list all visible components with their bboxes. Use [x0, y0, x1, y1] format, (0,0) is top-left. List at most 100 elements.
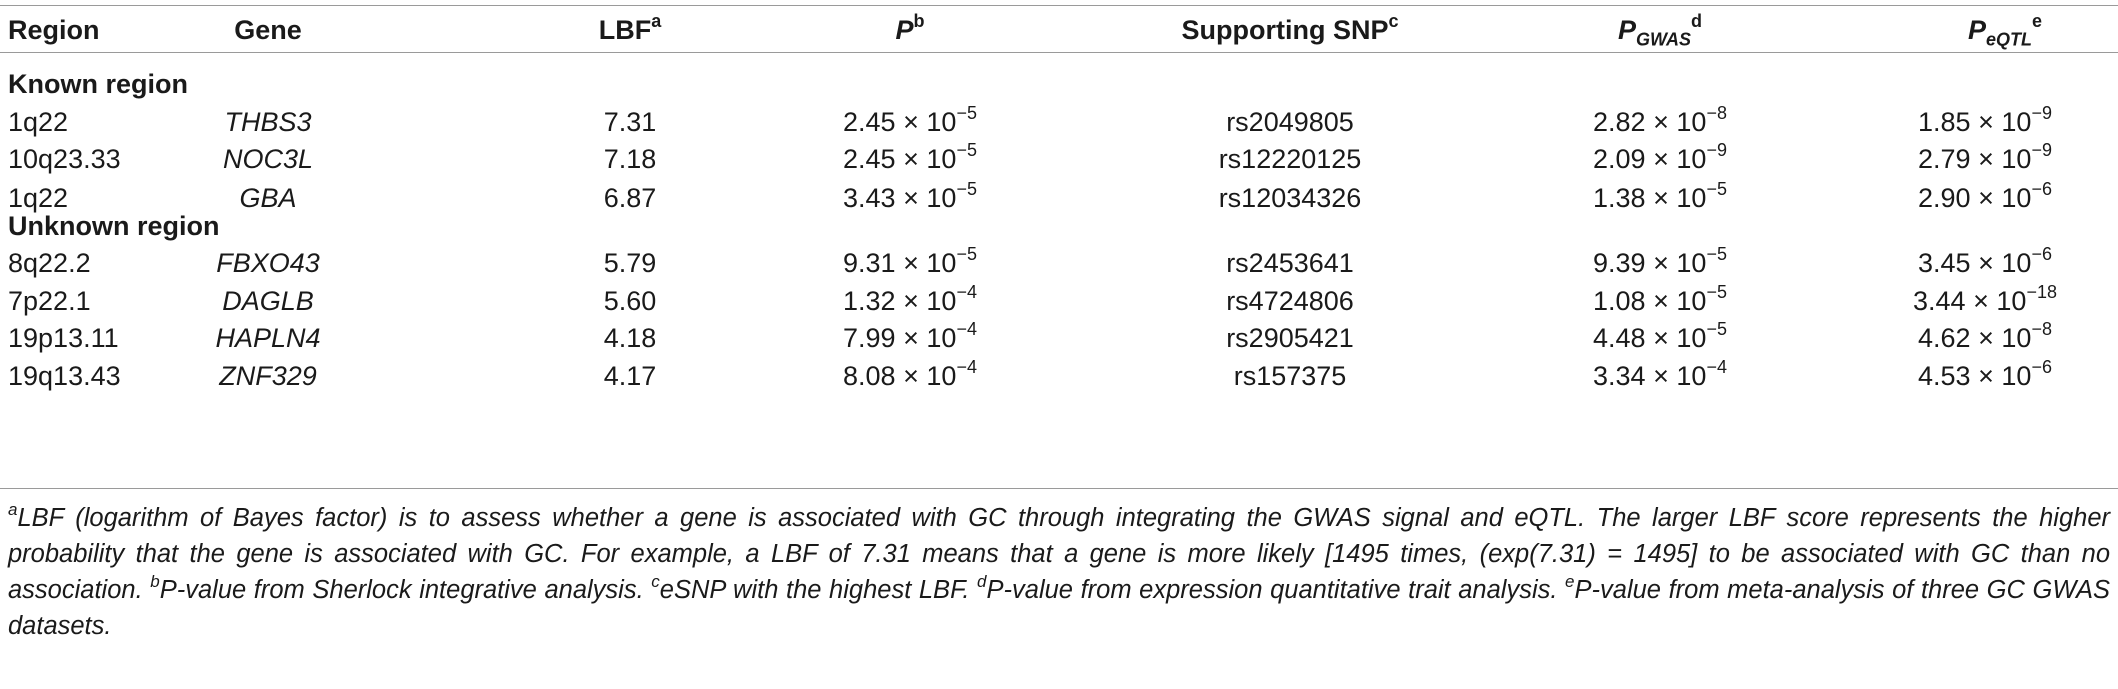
- pgwas-cell: 2.09 × 10−9: [1530, 139, 1790, 179]
- peqtl-cell-mantissa: 4.62: [1918, 323, 1971, 353]
- p-cell-exponent: −5: [956, 103, 977, 123]
- peqtl-cell-exponent: −9: [2031, 103, 2052, 123]
- p-cell-mantissa: 8.08: [843, 361, 896, 391]
- pgwas-cell-mantissa: 2.09: [1593, 144, 1646, 174]
- region-cell: 1q22: [8, 107, 69, 137]
- pgwas-cell: 1.08 × 10−5: [1530, 281, 1790, 321]
- pgwas-cell-exponent: −9: [1706, 140, 1727, 160]
- lbf-cell: 7.18: [603, 144, 657, 174]
- bottom-rule: [0, 488, 2118, 489]
- base-ten: 10: [926, 107, 957, 137]
- p-cell: 9.31 × 10−5: [780, 243, 1040, 283]
- region-cell: 19q13.43: [8, 361, 121, 391]
- peqtl-cell: 3.44 × 10−18: [1855, 281, 2115, 321]
- pgwas-cell-mantissa: 1.38: [1593, 183, 1646, 213]
- lbf-cell: 5.79: [603, 248, 657, 278]
- peqtl-cell-exponent: −9: [2031, 140, 2052, 160]
- peqtl-cell-exponent: −6: [2031, 179, 2052, 199]
- lbf-cell: 6.87: [603, 183, 657, 213]
- table-row: 1q22 GBA 6.87 3.43 × 10−5 rs12034326 1.38 × 1…: [0, 178, 2118, 218]
- p-cell-exponent: −4: [956, 282, 977, 302]
- p-cell-exponent: −4: [956, 319, 977, 339]
- times-symbol: ×: [903, 107, 919, 137]
- table-footnote: aLBF (logarithm of Bayes factor) is to a…: [8, 499, 2110, 641]
- section-header-row: Known region: [0, 64, 2118, 104]
- pgwas-cell: 4.48 × 10−5: [1530, 318, 1790, 358]
- times-symbol: ×: [903, 323, 919, 353]
- pgwas-cell: 1.38 × 10−5: [1530, 178, 1790, 218]
- p-cell-mantissa: 3.43: [843, 183, 896, 213]
- peqtl-cell: 2.90 × 10−6: [1855, 178, 2115, 218]
- header-gene: Gene: [234, 15, 302, 45]
- peqtl-cell-exponent: −6: [2031, 244, 2052, 264]
- pgwas-cell-exponent: −5: [1706, 179, 1727, 199]
- base-ten: 10: [1676, 361, 1707, 391]
- gene-cell: HAPLN4: [215, 323, 321, 353]
- peqtl-cell: 2.79 × 10−9: [1855, 139, 2115, 179]
- pgwas-cell-mantissa: 1.08: [1593, 286, 1646, 316]
- p-cell-mantissa: 2.45: [843, 107, 896, 137]
- peqtl-cell-exponent: −6: [2031, 357, 2052, 377]
- lbf-cell: 5.60: [603, 286, 657, 316]
- p-cell: 2.45 × 10−5: [780, 139, 1040, 179]
- section-header-row: Unknown region: [0, 206, 2118, 246]
- pgwas-cell: 3.34 × 10−4: [1530, 356, 1790, 396]
- section-title: Known region: [8, 69, 188, 99]
- p-cell-exponent: −5: [956, 179, 977, 199]
- pgwas-cell-exponent: −5: [1706, 244, 1727, 264]
- base-ten: 10: [926, 361, 957, 391]
- times-symbol: ×: [1653, 286, 1669, 316]
- peqtl-cell-mantissa: 3.44: [1913, 286, 1966, 316]
- base-ten: 10: [2001, 107, 2032, 137]
- p-cell-exponent: −5: [956, 244, 977, 264]
- base-ten: 10: [1676, 107, 1707, 137]
- gene-cell: DAGLB: [222, 286, 314, 316]
- pgwas-cell-exponent: −5: [1706, 282, 1727, 302]
- pgwas-cell-mantissa: 3.34: [1593, 361, 1646, 391]
- p-cell: 1.32 × 10−4: [780, 281, 1040, 321]
- region-cell: 10q23.33: [8, 144, 121, 174]
- times-symbol: ×: [1653, 323, 1669, 353]
- table-row: 1q22 THBS3 7.31 2.45 × 10−5 rs2049805 2.82 × …: [0, 102, 2118, 142]
- table-row: 7p22.1 DAGLB 5.60 1.32 × 10−4 rs4724806 1.08 …: [0, 281, 2118, 321]
- section-title: Unknown region: [8, 211, 220, 241]
- top-rule: [0, 5, 2118, 6]
- base-ten: 10: [2001, 361, 2032, 391]
- base-ten: 10: [1996, 286, 2027, 316]
- times-symbol: ×: [1973, 286, 1989, 316]
- lbf-cell: 7.31: [603, 107, 657, 137]
- times-symbol: ×: [1653, 361, 1669, 391]
- base-ten: 10: [1676, 323, 1707, 353]
- base-ten: 10: [2001, 183, 2032, 213]
- lbf-cell: 4.18: [603, 323, 657, 353]
- times-symbol: ×: [903, 144, 919, 174]
- times-symbol: ×: [1978, 183, 1994, 213]
- region-cell: 7p22.1: [8, 286, 91, 316]
- table-row: 10q23.33 NOC3L 7.18 2.45 × 10−5 rs12220125 2.…: [0, 139, 2118, 179]
- base-ten: 10: [926, 323, 957, 353]
- pgwas-cell: 2.82 × 10−8: [1530, 102, 1790, 142]
- snp-cell: rs2453641: [1226, 248, 1354, 278]
- peqtl-cell-mantissa: 3.45: [1918, 248, 1971, 278]
- peqtl-cell-mantissa: 2.90: [1918, 183, 1971, 213]
- base-ten: 10: [926, 144, 957, 174]
- base-ten: 10: [2001, 144, 2032, 174]
- lbf-cell: 4.17: [603, 361, 657, 391]
- p-cell-mantissa: 9.31: [843, 248, 896, 278]
- base-ten: 10: [1676, 286, 1707, 316]
- snp-cell: rs157375: [1233, 361, 1347, 391]
- header-supporting-snp: Supporting SNPc: [1181, 11, 1399, 45]
- peqtl-cell-mantissa: 1.85: [1918, 107, 1971, 137]
- times-symbol: ×: [1978, 361, 1994, 391]
- times-symbol: ×: [1978, 144, 1994, 174]
- snp-cell: rs12034326: [1218, 183, 1362, 213]
- snp-cell: rs2049805: [1226, 107, 1354, 137]
- base-ten: 10: [1676, 144, 1707, 174]
- times-symbol: ×: [903, 248, 919, 278]
- pgwas-cell-mantissa: 9.39: [1593, 248, 1646, 278]
- header-pgwas: PGWASd: [1617, 11, 1703, 50]
- region-cell: 8q22.2: [8, 248, 91, 278]
- p-cell: 8.08 × 10−4: [780, 356, 1040, 396]
- table-row: 8q22.2 FBXO43 5.79 9.31 × 10−5 rs2453641 9.39…: [0, 243, 2118, 283]
- times-symbol: ×: [903, 361, 919, 391]
